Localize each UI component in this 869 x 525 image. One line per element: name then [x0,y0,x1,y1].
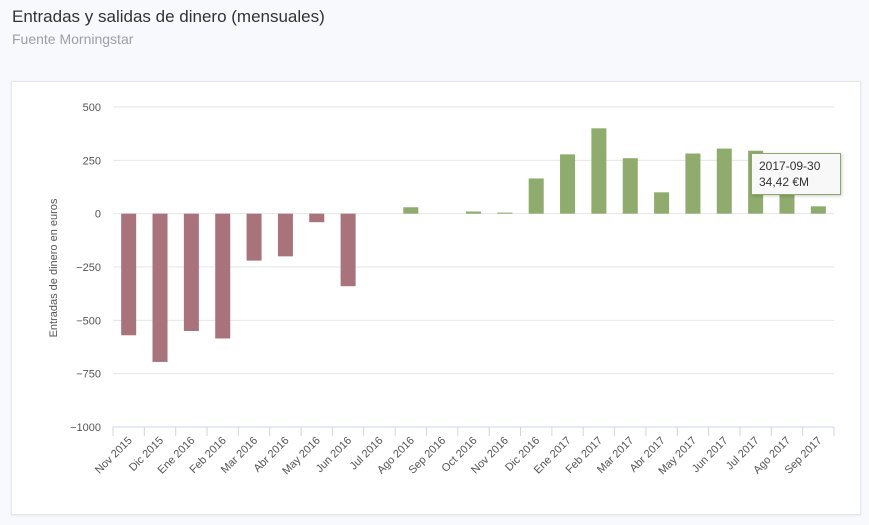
y-tick-label: −1000 [70,422,101,434]
bar[interactable] [215,213,231,339]
y-tick-label: 500 [83,102,101,114]
bar[interactable] [591,128,607,214]
bar[interactable] [121,213,137,336]
bar[interactable] [466,211,481,214]
bar[interactable] [403,207,419,214]
x-tick-label: Nov 2015 [93,435,135,477]
bar[interactable] [246,213,262,261]
y-tick-label: 0 [95,209,101,221]
y-tick-label: −750 [76,369,101,381]
chart-title: Entradas y salidas de dinero (mensuales) [12,7,325,26]
bars [121,128,826,362]
bar[interactable] [340,213,356,287]
bar[interactable] [622,158,638,214]
y-tick-label: 250 [83,155,101,167]
chart-subtitle: Fuente Morningstar [12,31,134,47]
tooltip-value: 34,42 €M [759,175,810,189]
bar[interactable] [810,206,826,214]
bar[interactable] [560,154,576,214]
bar[interactable] [528,178,544,214]
bar[interactable] [654,192,670,214]
bar[interactable] [497,212,513,214]
x-axis [112,426,835,436]
bar[interactable] [152,213,168,362]
bar[interactable] [277,213,293,257]
tooltip: 2017-09-30 34,42 €M [751,153,841,195]
y-tick-label: −250 [76,262,101,274]
y-tick-label: −500 [76,315,101,327]
bar[interactable] [716,148,732,214]
y-axis-ticks: 500 250 0 −250 −500 −750 −1000 [70,102,101,434]
bar[interactable] [309,213,325,223]
bar[interactable] [183,213,199,331]
y-axis-title: Entradas de dinero en euros [48,198,60,337]
tooltip-date: 2017-09-30 [759,159,821,173]
bar[interactable] [685,153,701,214]
